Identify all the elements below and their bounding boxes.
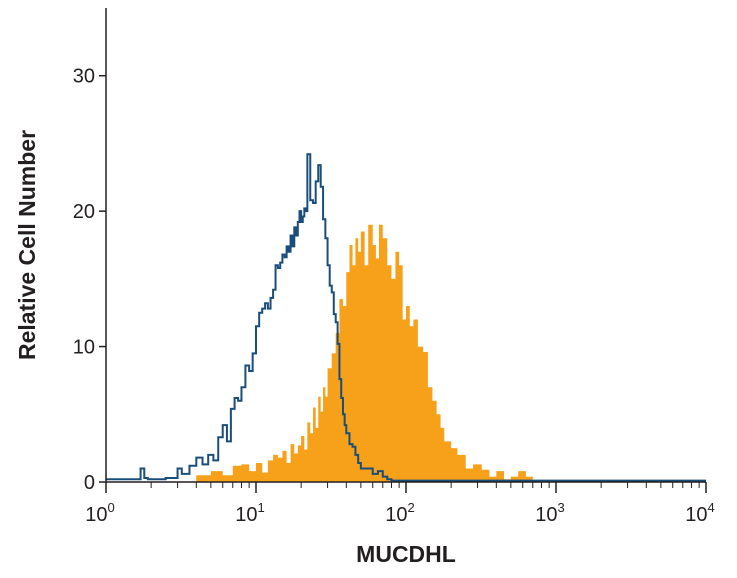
- x-tick-label: 103: [535, 500, 564, 526]
- ticks-layer: 0 10 20 30 100 101 102 103 104: [73, 66, 715, 526]
- x-tick-label: 104: [685, 500, 714, 526]
- y-axis-title: Relative Cell Number: [14, 130, 40, 360]
- y-tick-label: 0: [84, 472, 95, 494]
- series-filled-histogram: [106, 224, 706, 482]
- y-tick-label: 20: [73, 201, 95, 223]
- x-axis-title: MUCDHL: [356, 541, 456, 567]
- x-tick-label: 100: [85, 500, 114, 526]
- x-tick-label: 101: [235, 500, 264, 526]
- y-tick-label: 10: [73, 337, 95, 359]
- series-outline-histogram: [106, 153, 706, 482]
- x-tick-label: 102: [385, 500, 414, 526]
- y-tick-label: 30: [73, 66, 95, 88]
- series-layer: [106, 153, 706, 482]
